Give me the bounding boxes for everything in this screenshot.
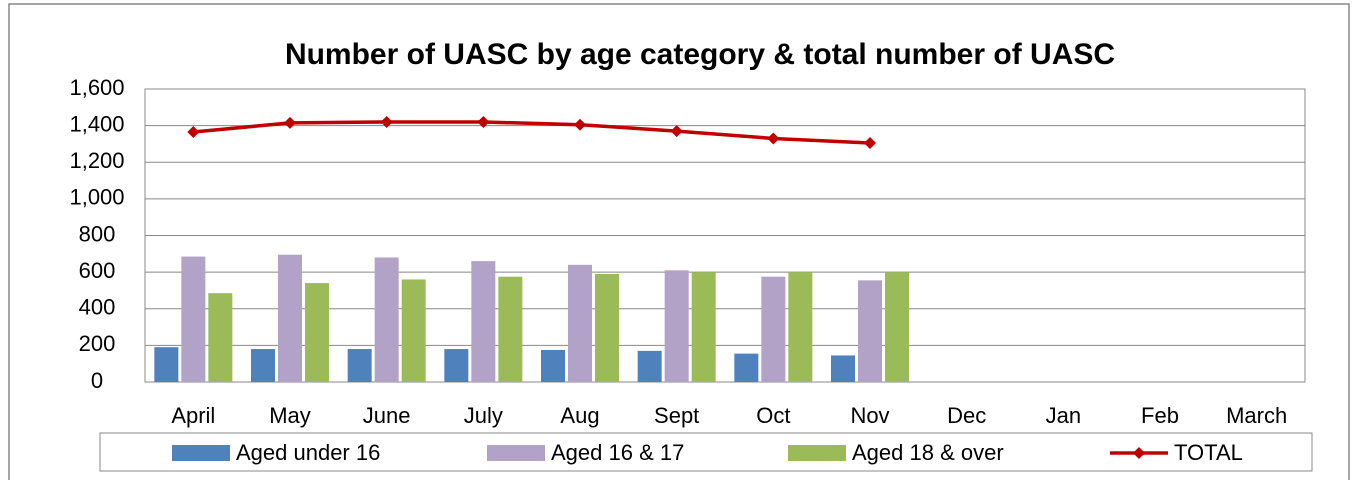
bar [471,261,496,382]
bar [761,276,786,382]
legend-label: TOTAL [1174,440,1243,465]
bar [154,347,179,382]
y-tick-label: 600 [79,258,116,283]
y-tick-label: 800 [79,221,116,246]
line-marker [284,116,296,129]
bar [637,350,662,382]
bar [444,349,469,382]
y-tick-label: 200 [79,331,116,356]
line-marker [477,115,490,128]
y-tick-label: 0 [91,368,103,393]
x-tick-label: Oct [756,403,790,428]
bar [251,349,275,382]
bar [595,273,619,382]
bar [831,355,855,382]
bar [541,349,565,382]
bar [691,272,716,382]
legend-label: Aged 18 & over [852,440,1004,465]
line-marker [670,125,683,138]
x-tick-label: Sept [654,403,699,428]
bar [401,279,426,382]
line-marker [380,115,393,128]
bar [347,349,372,382]
line [193,120,871,145]
bar [858,280,882,382]
x-tick-label: Nov [850,403,889,428]
legend-swatch [788,445,846,461]
bar [664,270,689,382]
bar [374,257,399,382]
x-tick-label: May [269,403,311,428]
x-tick-label: July [464,403,503,428]
bar [498,276,523,382]
bar [305,283,329,382]
x-tick-label: April [171,403,215,428]
legend-label: Aged under 16 [236,440,380,465]
x-tick-label: Jan [1046,403,1081,428]
y-tick-label: 1,400 [69,111,124,136]
x-tick-label: March [1226,403,1287,428]
line-marker [864,137,876,150]
y-tick-label: 1,000 [69,185,124,210]
bar [181,256,206,382]
line-marker [767,132,780,145]
x-tick-label: Feb [1141,403,1179,428]
x-tick-label: June [363,403,411,428]
bar [885,272,909,382]
bar [734,353,759,382]
legend-label: Aged 16 & 17 [551,440,684,465]
line-marker [574,118,586,131]
x-tick-label: Dec [947,403,986,428]
line-marker [187,126,200,139]
legend-swatch [172,445,230,461]
y-tick-label: 400 [79,295,116,320]
y-tick-label: 1,200 [69,148,124,173]
bar [568,264,592,382]
bar [788,272,813,382]
chart-frame [8,3,1350,480]
legend-swatch [487,445,545,461]
x-tick-label: Aug [560,403,599,428]
legend-swatch-marker [1133,447,1145,459]
bar [208,293,233,382]
bar [278,254,302,382]
y-tick-label: 1,600 [69,75,124,100]
chart-title: Number of UASC by age category & total n… [285,38,1115,71]
